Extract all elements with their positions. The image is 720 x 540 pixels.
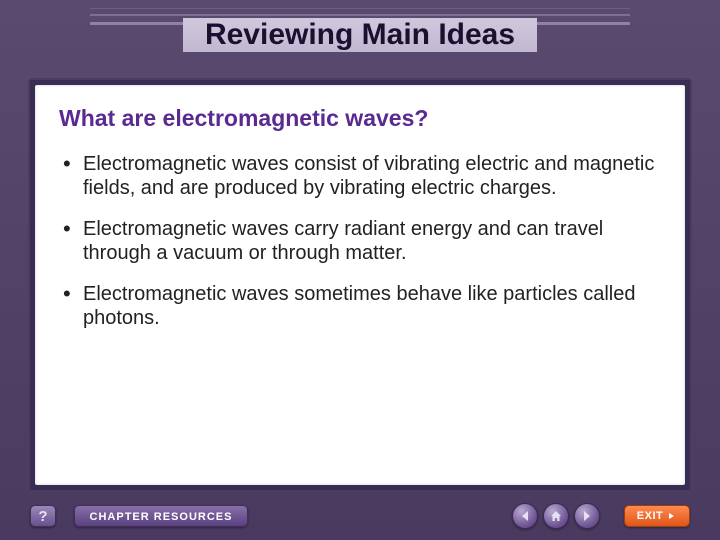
home-icon <box>549 509 563 523</box>
bullet-item: Electromagnetic waves sometimes behave l… <box>61 282 661 331</box>
exit-label: EXIT <box>637 510 663 522</box>
chapter-resources-button[interactable]: CHAPTER RESOURCES <box>74 505 248 527</box>
arrow-right-icon <box>667 511 677 521</box>
slide-title: Reviewing Main Ideas <box>183 18 537 52</box>
deco-line <box>90 14 630 16</box>
home-button[interactable] <box>543 503 569 529</box>
bullet-item: Electromagnetic waves consist of vibrati… <box>61 152 661 201</box>
footer-bar: ? CHAPTER RESOURCES EXIT <box>0 498 720 540</box>
slide-frame: Reviewing Main Ideas What are electromag… <box>0 0 720 540</box>
content-outer-frame: What are electromagnetic waves? Electrom… <box>28 78 692 492</box>
deco-line <box>90 8 630 9</box>
content-panel: What are electromagnetic waves? Electrom… <box>35 85 685 485</box>
help-button[interactable]: ? <box>30 505 56 527</box>
triangle-left-icon <box>518 509 532 523</box>
nav-cluster <box>512 503 600 529</box>
triangle-right-icon <box>580 509 594 523</box>
bullet-list: Electromagnetic waves consist of vibrati… <box>55 152 661 330</box>
subheading: What are electromagnetic waves? <box>59 105 661 132</box>
next-button[interactable] <box>574 503 600 529</box>
bullet-item: Electromagnetic waves carry radiant ener… <box>61 217 661 266</box>
prev-button[interactable] <box>512 503 538 529</box>
title-container: Reviewing Main Ideas <box>0 18 720 52</box>
exit-button[interactable]: EXIT <box>624 505 690 527</box>
